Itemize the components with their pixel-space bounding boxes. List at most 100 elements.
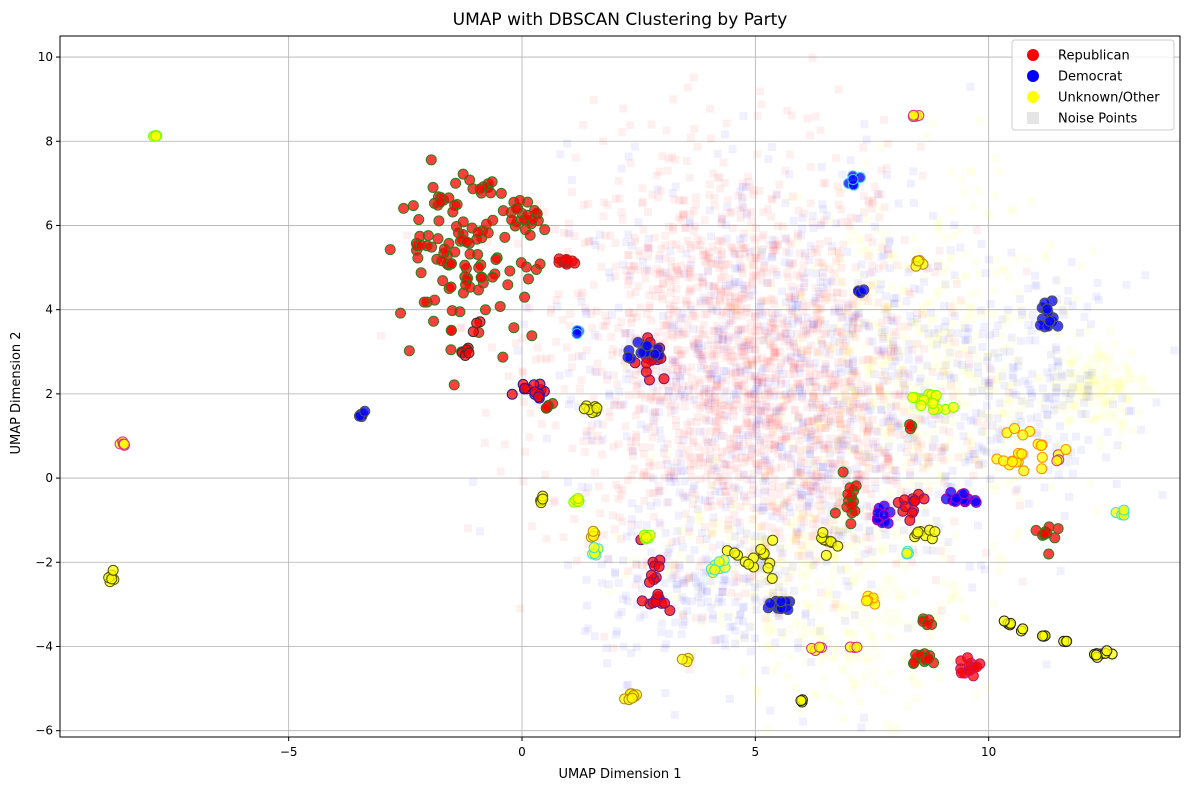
noise-point — [789, 383, 798, 392]
noise-point — [941, 317, 950, 326]
noise-point — [933, 262, 942, 271]
noise-point — [1065, 346, 1074, 355]
noise-point — [731, 482, 740, 491]
noise-point — [779, 329, 788, 338]
noise-point — [835, 364, 844, 373]
noise-point — [822, 557, 831, 566]
noise-point — [849, 685, 858, 694]
cluster-point — [526, 330, 538, 342]
noise-point — [699, 246, 708, 255]
noise-point — [756, 307, 765, 316]
noise-point — [893, 724, 902, 733]
noise-point — [947, 330, 956, 339]
noise-point — [686, 210, 695, 219]
noise-point — [1158, 491, 1167, 500]
noise-point — [847, 446, 856, 455]
noise-point — [716, 288, 725, 297]
noise-point — [564, 369, 573, 378]
noise-point — [1010, 476, 1019, 485]
noise-point — [998, 557, 1007, 566]
noise-point — [864, 445, 873, 454]
noise-point — [736, 213, 745, 222]
noise-point — [804, 329, 813, 338]
noise-point — [805, 603, 814, 612]
noise-point — [826, 693, 835, 702]
noise-point — [827, 329, 836, 338]
noise-point — [671, 276, 680, 285]
noise-point — [683, 607, 692, 616]
noise-point — [937, 606, 946, 615]
cluster-point — [1044, 315, 1056, 327]
noise-point — [655, 270, 664, 279]
noise-point — [772, 406, 781, 415]
noise-point — [702, 567, 711, 576]
noise-point — [649, 416, 658, 425]
noise-point — [738, 291, 747, 300]
noise-point — [710, 352, 719, 361]
noise-point — [710, 402, 719, 411]
noise-point — [761, 471, 770, 480]
noise-point — [1110, 340, 1119, 349]
noise-point — [767, 194, 776, 203]
noise-point — [598, 420, 607, 429]
noise-point — [900, 262, 909, 271]
noise-point — [912, 437, 921, 446]
noise-point — [760, 452, 769, 461]
noise-point — [852, 434, 861, 443]
plot-area — [103, 53, 1179, 737]
noise-point — [865, 512, 874, 521]
noise-point — [565, 321, 574, 330]
noise-point — [841, 526, 850, 535]
noise-point — [894, 377, 903, 386]
noise-point — [648, 409, 657, 418]
noise-point — [868, 415, 877, 424]
noise-point — [873, 226, 882, 235]
noise-point — [808, 299, 817, 308]
noise-point — [640, 393, 649, 402]
noise-point — [849, 397, 858, 406]
noise-point — [1096, 381, 1105, 390]
noise-point — [718, 334, 727, 343]
noise-point — [752, 394, 761, 403]
noise-point — [848, 227, 857, 236]
noise-point — [668, 189, 677, 198]
noise-point — [614, 176, 623, 185]
noise-point — [825, 369, 834, 378]
noise-point — [915, 377, 924, 386]
noise-point — [845, 627, 854, 636]
noise-point — [801, 364, 810, 373]
noise-point — [944, 454, 953, 463]
noise-point — [552, 295, 561, 304]
noise-point — [655, 251, 664, 260]
noise-point — [937, 546, 946, 555]
noise-point — [807, 436, 816, 445]
noise-point — [861, 453, 870, 462]
noise-point — [519, 477, 528, 486]
noise-point — [798, 419, 807, 428]
noise-point — [902, 335, 911, 344]
noise-point — [845, 222, 854, 231]
cluster-point — [514, 194, 526, 206]
noise-point — [678, 386, 687, 395]
noise-point — [995, 464, 1004, 473]
noise-point — [1028, 369, 1037, 378]
noise-point — [962, 366, 971, 375]
noise-point — [914, 418, 923, 427]
noise-point — [694, 592, 703, 601]
noise-point — [854, 476, 863, 485]
cluster-point — [858, 284, 870, 296]
noise-point — [832, 249, 841, 258]
noise-point — [898, 483, 907, 492]
noise-point — [582, 575, 591, 584]
noise-point — [955, 397, 964, 406]
noise-point — [664, 311, 673, 320]
noise-point — [713, 375, 722, 384]
noise-point — [954, 390, 963, 399]
noise-point — [895, 300, 904, 309]
noise-point — [679, 328, 688, 337]
noise-point — [1006, 410, 1015, 419]
noise-point — [667, 256, 676, 265]
cluster-point — [845, 518, 857, 530]
noise-point — [657, 460, 666, 469]
noise-point — [905, 339, 914, 348]
